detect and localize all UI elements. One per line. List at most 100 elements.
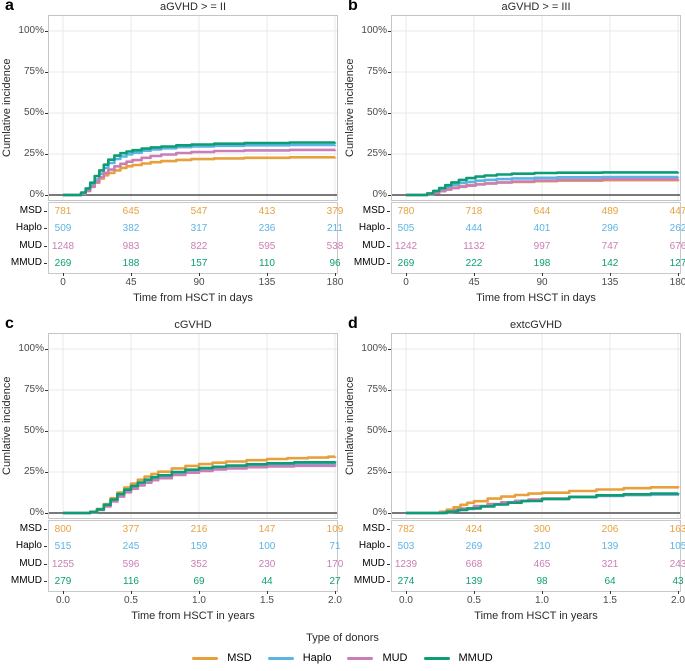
risk-count: 822: [190, 240, 208, 252]
x-axis-label: Time from HSCT in years: [131, 610, 255, 622]
x-tick-mark: [63, 273, 64, 276]
risk-table-a: 781 645 547 413 379 509 382 317 236 211 1248 983 822…: [48, 202, 343, 274]
y-tick-mark: [388, 113, 391, 114]
x-tick-mark: [267, 591, 268, 594]
y-tick-mark: [388, 349, 391, 350]
panel-c: c cGVHD Cumlative incidence 800 377 216 147…: [0, 315, 343, 633]
x-tick-label: 0: [60, 277, 66, 288]
y-tick-label: 25%: [23, 148, 44, 159]
risk-count: 538: [326, 240, 344, 252]
risk-count: 377: [122, 523, 140, 535]
risk-count: 382: [122, 223, 140, 235]
y-tick-mark: [388, 472, 391, 473]
x-tick-mark: [406, 273, 407, 276]
y-tick-label: 100%: [18, 343, 44, 354]
risk-count: 206: [601, 523, 619, 535]
panel-d: d extcGVHD Cumlative incidence 782 424 300…: [343, 315, 685, 633]
risk-count: 444: [465, 223, 483, 235]
risk-row-label-haplo: Haplo: [15, 222, 42, 234]
x-axis-label: Time from HSCT in days: [133, 292, 253, 304]
panel-letter-b: b: [348, 0, 358, 14]
y-tick-mark: [45, 513, 48, 514]
x-tick-label: 90: [536, 277, 548, 288]
plot-area-d: [391, 333, 681, 519]
y-tick-label: 50%: [23, 425, 44, 436]
x-tick-label: 135: [258, 277, 276, 288]
x-tick-mark: [678, 273, 679, 276]
panel-title-b: aGVHD > = III: [501, 1, 571, 13]
legend-line-swatch: [267, 656, 294, 660]
risk-count: 139: [465, 576, 483, 588]
x-tick-label: 2.0: [328, 595, 342, 606]
x-axis-label: Time from HSCT in days: [476, 292, 596, 304]
risk-count: 983: [122, 240, 140, 252]
x-tick-mark: [63, 591, 64, 594]
risk-row-tick: [387, 210, 390, 212]
panel-letter-a: a: [5, 0, 14, 14]
x-tick-label: 2.0: [671, 595, 685, 606]
risk-count: 139: [601, 541, 619, 553]
risk-row-label-msd: MSD: [19, 204, 42, 216]
legend-item-msd: MSD: [192, 652, 252, 664]
risk-row-tick: [387, 245, 390, 247]
risk-table-b: 780 718 644 489 447 505 444 401 296 262 1242 1132 99…: [391, 202, 685, 274]
risk-row-label-mmud: MMUD: [353, 257, 385, 269]
risk-count: 424: [465, 523, 483, 535]
risk-row-tick: [44, 228, 47, 230]
risk-count: 71: [329, 541, 341, 553]
risk-count: 401: [533, 223, 551, 235]
risk-count: 105: [669, 541, 685, 553]
x-tick-mark: [542, 273, 543, 276]
legend-line-swatch: [423, 656, 450, 660]
risk-count: 1132: [463, 240, 485, 252]
risk-count: 236: [258, 223, 276, 235]
risk-row-label-haplo: Haplo: [358, 540, 385, 552]
curve-mmud: [406, 492, 680, 515]
risk-count: 211: [327, 223, 343, 235]
x-tick-mark: [199, 591, 200, 594]
y-tick-label: 100%: [361, 343, 387, 354]
risk-count: 1255: [51, 558, 75, 570]
risk-row-label-msd: MSD: [362, 204, 385, 216]
y-tick-mark: [45, 390, 48, 391]
risk-count: 668: [465, 558, 483, 570]
y-tick-mark: [45, 431, 48, 432]
risk-count: 27: [329, 576, 341, 588]
risk-count: 676: [669, 240, 685, 252]
risk-count: 645: [122, 205, 140, 217]
x-tick-label: 0: [403, 277, 409, 288]
risk-count: 379: [326, 205, 344, 217]
x-tick-mark: [267, 273, 268, 276]
risk-row-tick: [44, 581, 47, 583]
legend-title: Type of donors: [306, 632, 379, 644]
risk-count: 100: [258, 541, 276, 553]
legend-label: Haplo: [302, 652, 332, 664]
risk-count: 1248: [51, 240, 75, 252]
y-tick-label: 75%: [23, 66, 44, 77]
risk-row-tick: [387, 546, 390, 548]
x-tick-mark: [542, 591, 543, 594]
risk-count: 230: [258, 558, 276, 570]
x-tick-label: 45: [468, 277, 480, 288]
x-tick-label: 1.5: [603, 595, 617, 606]
legend-label: MUD: [382, 652, 408, 664]
risk-row-label-msd: MSD: [19, 522, 42, 534]
x-tick-mark: [131, 273, 132, 276]
risk-row-label-mud: MUD: [19, 557, 42, 569]
risk-count: 188: [122, 258, 140, 270]
risk-count: 465: [533, 558, 551, 570]
risk-count: 780: [397, 205, 415, 217]
y-tick-mark: [45, 31, 48, 32]
risk-count: 262: [669, 223, 685, 235]
risk-count: 718: [465, 205, 483, 217]
risk-row-tick: [44, 563, 47, 565]
risk-row-label-mud: MUD: [362, 557, 385, 569]
risk-count: 352: [190, 558, 208, 570]
risk-count: 1239: [394, 558, 418, 570]
panel-letter-d: d: [348, 315, 358, 332]
legend-line-swatch: [192, 656, 219, 660]
x-tick-mark: [610, 591, 611, 594]
risk-count: 170: [326, 558, 344, 570]
risk-row-tick: [387, 581, 390, 583]
